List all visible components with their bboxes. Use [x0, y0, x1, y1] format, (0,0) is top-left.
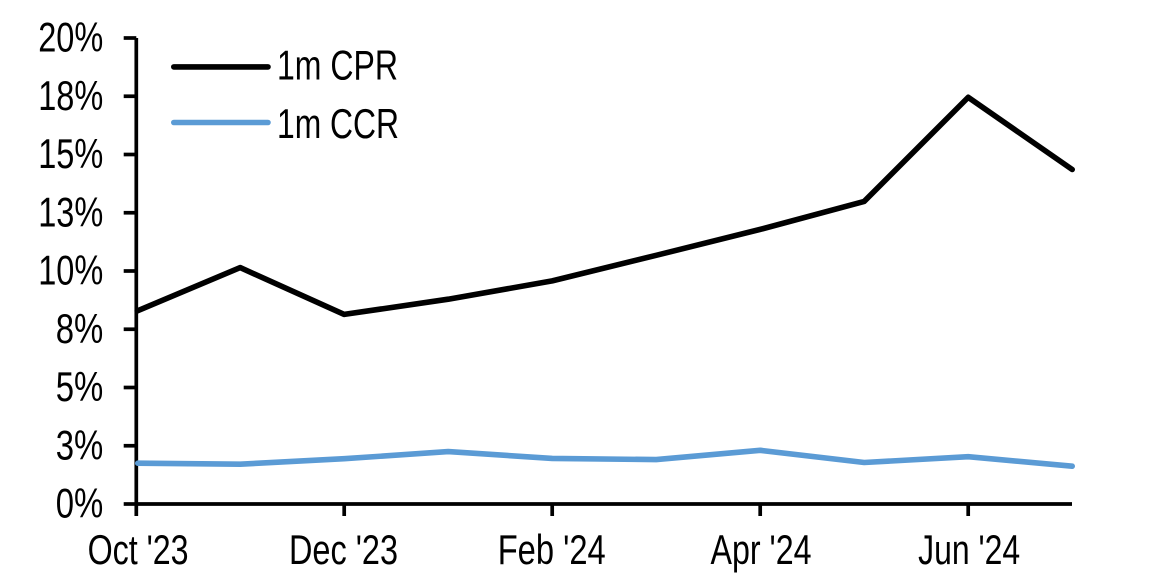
svg-text:10%: 10% — [38, 247, 103, 294]
svg-text:3%: 3% — [56, 421, 104, 468]
svg-text:20%: 20% — [38, 14, 103, 61]
svg-text:0%: 0% — [56, 480, 104, 527]
svg-text:Jun '24: Jun '24 — [918, 526, 1020, 573]
svg-text:1m CCR: 1m CCR — [277, 100, 399, 147]
svg-text:13%: 13% — [38, 188, 103, 235]
svg-text:18%: 18% — [38, 72, 103, 119]
svg-text:8%: 8% — [56, 305, 104, 352]
svg-text:Feb '24: Feb '24 — [498, 526, 606, 573]
svg-text:Dec '23: Dec '23 — [289, 526, 398, 573]
svg-text:Oct '23: Oct '23 — [88, 526, 189, 573]
svg-text:Apr '24: Apr '24 — [711, 526, 812, 573]
svg-text:15%: 15% — [38, 130, 103, 177]
svg-text:1m CPR: 1m CPR — [277, 42, 398, 89]
svg-text:5%: 5% — [56, 363, 104, 410]
